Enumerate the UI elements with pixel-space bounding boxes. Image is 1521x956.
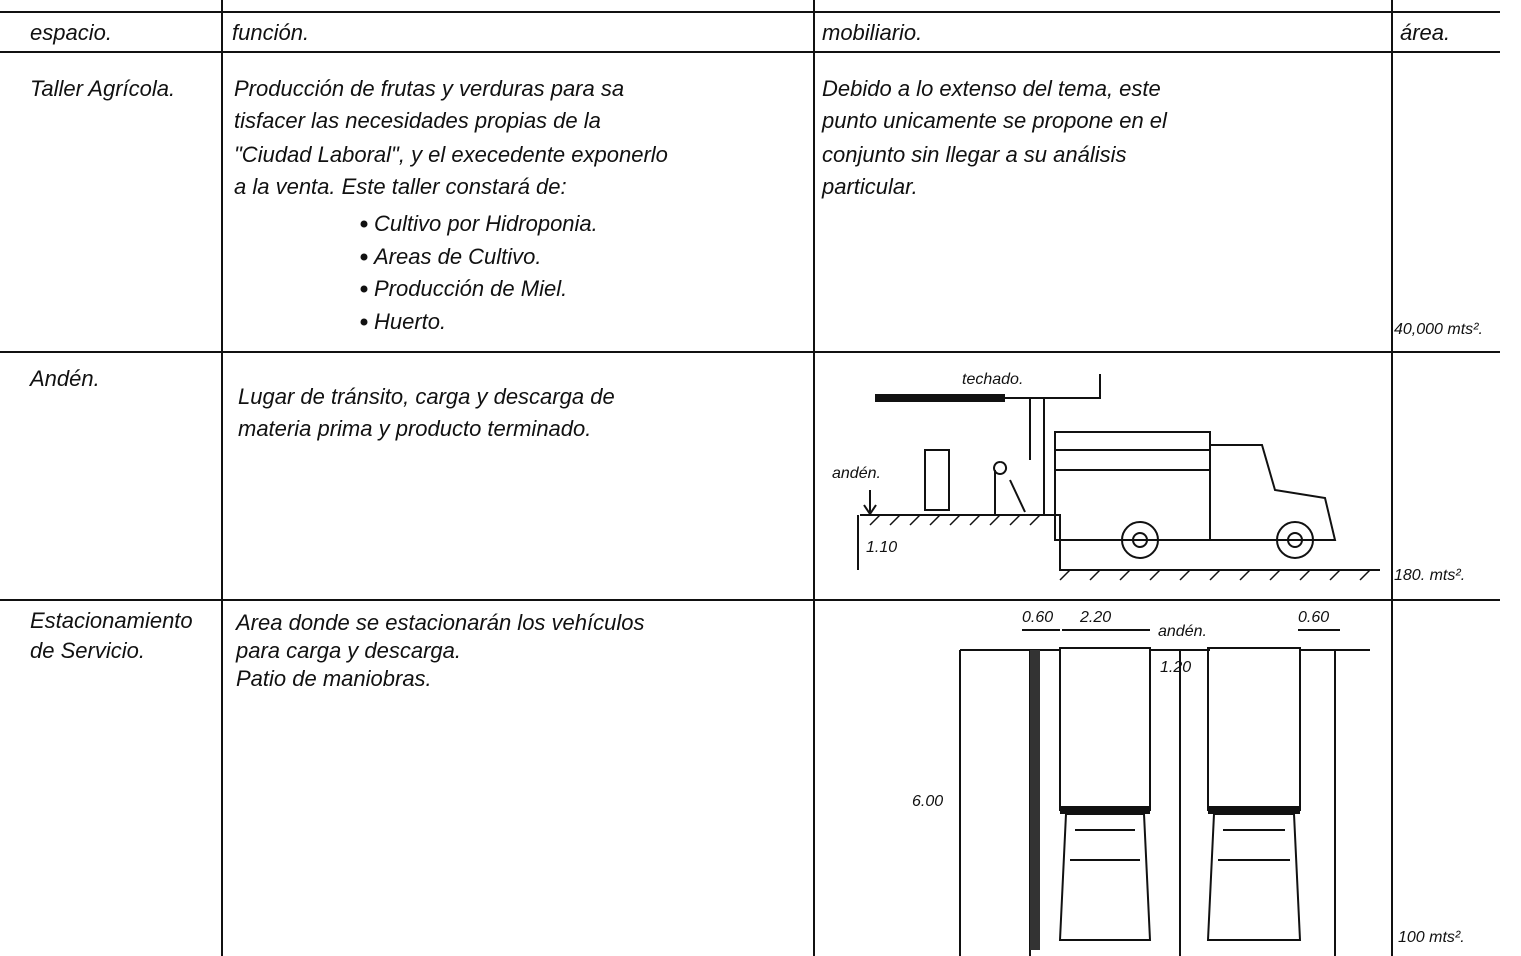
- drawing-label: 1.10: [866, 539, 897, 556]
- function-line: Lugar de tránsito, carga y descarga de: [238, 384, 615, 409]
- furniture-line: punto unicamente se propone en el: [821, 108, 1168, 133]
- list-item: Huerto.: [374, 309, 446, 334]
- header-cell: mobiliario.: [822, 20, 922, 45]
- space-name: Andén.: [28, 366, 100, 391]
- furniture-line: Debido a lo extenso del tema, este: [822, 76, 1161, 101]
- area-value: 180. mts².: [1394, 567, 1465, 584]
- list-item: Cultivo por Hidroponia.: [374, 211, 598, 236]
- furniture-line: conjunto sin llegar a su análisis: [822, 142, 1127, 167]
- drawing-label: techado.: [962, 371, 1023, 388]
- area-value: 100 mts².: [1398, 929, 1465, 946]
- header-cell: área.: [1400, 20, 1450, 45]
- function-line: materia prima y producto terminado.: [238, 416, 591, 441]
- header-cell: espacio.: [30, 20, 112, 45]
- space-name: Taller Agrícola.: [30, 76, 175, 101]
- function-line: para carga y descarga.: [235, 638, 461, 663]
- drawing-label: andén.: [1158, 623, 1207, 640]
- bullets: [360, 220, 368, 326]
- drawing-label: 6.00: [912, 793, 943, 810]
- parking-sketch: [959, 629, 1370, 956]
- furniture-line: particular.: [821, 174, 918, 199]
- drawing-label: 1.20: [1160, 659, 1191, 676]
- space-name: Estacionamiento: [30, 608, 193, 633]
- drawing-label: andén.: [832, 465, 881, 482]
- function-line: Area donde se estacionarán los vehículos: [234, 610, 644, 635]
- function-line: Patio de maniobras.: [236, 666, 432, 691]
- drawing-label: 0.60: [1022, 609, 1053, 626]
- function-line: Producción de frutas y verduras para sa: [234, 76, 624, 101]
- list-item: Areas de Cultivo.: [372, 244, 542, 269]
- header-cell: función.: [232, 20, 309, 45]
- loading-dock-sketch: [857, 374, 1380, 581]
- function-line: tisfacer las necesidades propias de la: [234, 108, 601, 133]
- drawing-label: 2.20: [1079, 609, 1111, 626]
- drawing-label: 0.60: [1298, 609, 1329, 626]
- function-line: a la venta. Este taller constará de:: [234, 174, 567, 199]
- list-item: Producción de Miel.: [374, 276, 567, 301]
- function-line: "Ciudad Laboral", y el execedente expone…: [234, 142, 668, 167]
- area-value: 40,000 mts².: [1394, 321, 1483, 338]
- space-name: de Servicio.: [30, 638, 145, 663]
